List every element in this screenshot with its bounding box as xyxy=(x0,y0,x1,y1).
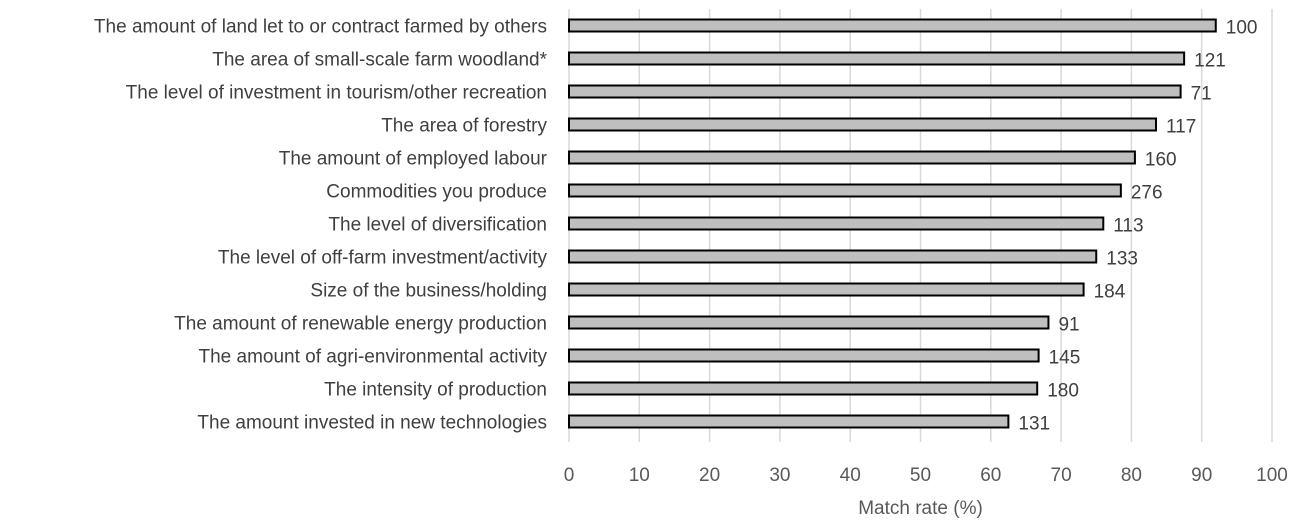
data-label: 160 xyxy=(1145,150,1177,171)
data-label: 276 xyxy=(1131,183,1163,204)
x-tick-label: 50 xyxy=(910,465,931,486)
x-tick-label: 70 xyxy=(1051,465,1072,486)
data-label: 121 xyxy=(1194,51,1226,72)
category-label: The amount of renewable energy productio… xyxy=(174,314,547,335)
category-label: The amount of land let to or contract fa… xyxy=(94,17,547,38)
x-tick-label: 30 xyxy=(769,465,790,486)
data-label: 145 xyxy=(1049,348,1081,369)
bar xyxy=(568,414,1010,429)
category-label: The level of diversification xyxy=(328,215,547,236)
bar xyxy=(568,150,1136,165)
data-label: 113 xyxy=(1113,216,1143,237)
category-label: The level of off-farm investment/activit… xyxy=(218,248,548,269)
x-tick-label: 100 xyxy=(1256,465,1288,486)
category-label: Commodities you produce xyxy=(326,182,547,203)
category-label: The intensity of production xyxy=(324,380,547,401)
x-tick-labels: 0 10 20 30 40 50 60 70 80 90 100 xyxy=(564,465,1288,486)
bar xyxy=(568,348,1040,363)
x-tick-label: 20 xyxy=(699,465,720,486)
bar xyxy=(568,84,1182,99)
category-labels: The amount of land let to or contract fa… xyxy=(94,17,548,434)
bar xyxy=(568,216,1105,231)
category-label: Size of the business/holding xyxy=(310,281,547,302)
data-label: 180 xyxy=(1047,381,1079,402)
x-tick-label: 90 xyxy=(1191,465,1212,486)
bar xyxy=(568,249,1098,264)
category-label: The level of investment in tourism/other… xyxy=(126,83,547,104)
bar xyxy=(568,282,1085,297)
bar xyxy=(568,381,1039,396)
category-label: The amount of employed labour xyxy=(279,149,548,170)
data-label: 91 xyxy=(1058,315,1079,336)
x-tick-label: 0 xyxy=(564,465,575,486)
bar xyxy=(568,18,1217,33)
data-label: 131 xyxy=(1018,414,1050,435)
bars xyxy=(568,18,1217,429)
x-tick-label: 10 xyxy=(629,465,650,486)
data-label: 184 xyxy=(1094,282,1126,303)
bar xyxy=(568,51,1186,66)
x-axis-title: Match rate (%) xyxy=(858,498,983,519)
data-label: 71 xyxy=(1191,84,1212,105)
x-tick-label: 80 xyxy=(1121,465,1142,486)
bar xyxy=(568,315,1050,330)
category-label: The amount of agri-environmental activit… xyxy=(199,347,548,368)
x-tick-label: 40 xyxy=(840,465,861,486)
category-label: The amount invested in new technologies xyxy=(197,413,547,434)
bar xyxy=(568,117,1158,132)
x-tick-label: 60 xyxy=(980,465,1001,486)
category-label: The area of small-scale farm woodland* xyxy=(212,50,547,71)
data-label: 117 xyxy=(1166,117,1196,138)
category-label: The area of forestry xyxy=(381,116,547,137)
data-label: 100 xyxy=(1226,18,1258,39)
bar xyxy=(568,183,1122,198)
data-label: 133 xyxy=(1106,249,1138,270)
